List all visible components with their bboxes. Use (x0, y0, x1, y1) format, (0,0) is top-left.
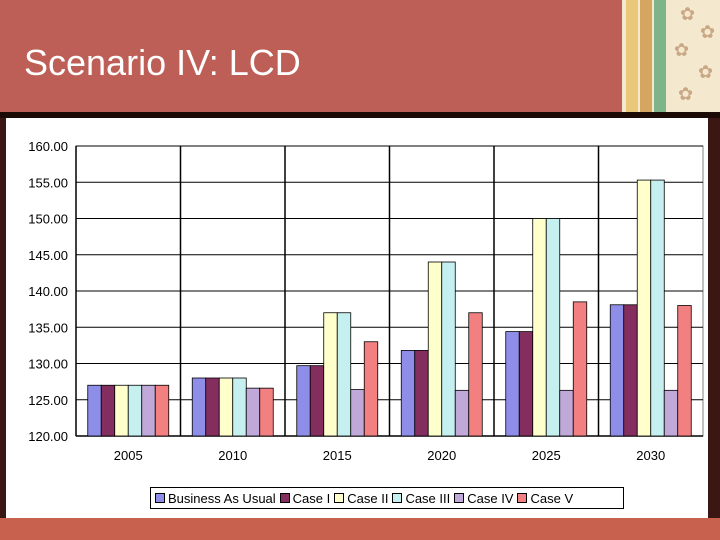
flower-pattern-icon: ✿ (674, 40, 690, 61)
y-tick-label: 140.00 (28, 284, 68, 299)
legend-swatch (155, 493, 165, 503)
legend-item: Case IV (454, 491, 513, 506)
bar-case-v (154, 384, 170, 437)
bar-case-ii (532, 218, 547, 437)
legend-swatch (334, 493, 345, 503)
flower-pattern-icon: ✿ (698, 62, 714, 83)
y-tick-label: 130.00 (28, 357, 68, 372)
x-tick-label: 2010 (218, 448, 247, 463)
decorative-border: ✿ ✿ ✿ ✿ ✿ (622, 0, 720, 112)
bar-case-ii (636, 179, 652, 437)
legend-item: Case II (334, 491, 388, 506)
legend-item: Case I (279, 490, 331, 506)
bar-case-v (572, 301, 588, 437)
bar-case-i (309, 365, 325, 437)
bar-case-i (518, 331, 534, 437)
y-tick-label: 150.00 (28, 212, 68, 227)
chart-panel: 120.00 125.00 130.00 135.00 140.00 145.00 150.… (6, 118, 708, 518)
bar-case-iii (336, 312, 352, 437)
deco-stripe (654, 0, 666, 112)
bar-business-as-usual (87, 384, 102, 437)
y-tick-label: 120.00 (28, 429, 68, 444)
frame-divider (0, 112, 720, 118)
legend-label: Case III (405, 490, 451, 506)
bar-case-iv (559, 389, 574, 437)
legend-label: Case IV (467, 490, 514, 506)
bar-business-as-usual (296, 365, 311, 437)
bar-business-as-usual (400, 350, 416, 437)
bar-case-iv (245, 387, 261, 437)
bar-case-iii (232, 377, 247, 437)
legend-label: Case I (292, 490, 331, 506)
flower-pattern-icon: ✿ (680, 4, 696, 25)
deco-stripe (626, 0, 638, 112)
flower-pattern-icon: ✿ (678, 84, 694, 105)
x-tick-label: 2015 (323, 448, 352, 463)
legend-swatch (279, 493, 290, 503)
bar-case-iii (127, 384, 143, 437)
bar-business-as-usual (505, 331, 520, 437)
slide-header: Scenario IV: LCD (0, 0, 622, 112)
deco-stripe (640, 0, 652, 112)
bar-case-v (468, 312, 483, 437)
flower-pattern-icon: ✿ (700, 22, 716, 43)
x-tick-label: 2020 (427, 448, 456, 463)
bar-case-i (414, 350, 429, 437)
x-tick-label: 2025 (532, 448, 561, 463)
bar-business-as-usual (191, 377, 207, 437)
y-tick-label: 125.00 (28, 393, 68, 408)
bar-case-ii (323, 312, 338, 437)
x-tick-label: 2030 (636, 448, 665, 463)
bar-chart: 120.00 125.00 130.00 135.00 140.00 145.00 150.… (28, 139, 704, 463)
y-tick-label: 135.00 (28, 320, 68, 335)
bar-case-i (205, 377, 220, 437)
legend-item: Case III (392, 491, 450, 506)
legend-label: Case II (347, 490, 389, 506)
bar-case-iii (545, 218, 561, 437)
bar-case-ii (218, 377, 234, 437)
legend-item: Case V (517, 491, 573, 506)
bar-case-v (677, 305, 692, 437)
chart-legend: Business As Usual Case I Case II Case III Ca… (150, 487, 624, 509)
bar-case-ii (427, 261, 443, 437)
bar-case-iv (454, 389, 470, 437)
bar-case-v (363, 341, 379, 437)
bar-case-iv (350, 389, 365, 437)
legend-label: Business As Usual (168, 490, 276, 506)
bar-case-iv (663, 389, 679, 437)
bar-case-ii (114, 384, 129, 437)
legend-item: Business As Usual (155, 491, 276, 506)
bar-case-i (623, 304, 638, 437)
legend-swatch (392, 493, 403, 503)
bar-case-v (259, 387, 274, 437)
bar-case-iii (441, 261, 456, 437)
x-tick-label: 2005 (114, 448, 143, 463)
y-tick-label: 145.00 (28, 248, 68, 263)
legend-label: Case V (530, 490, 574, 506)
legend-swatch (517, 493, 528, 503)
bar-case-iii (650, 179, 665, 437)
bar-case-iv (141, 384, 156, 437)
bar-case-i (100, 384, 116, 437)
y-tick-label: 155.00 (28, 175, 68, 190)
bottom-strip (0, 518, 720, 540)
y-tick-label: 160.00 (28, 139, 68, 154)
slide-title: Scenario IV: LCD (24, 42, 301, 83)
bar-business-as-usual (609, 304, 625, 437)
legend-swatch (454, 493, 465, 503)
